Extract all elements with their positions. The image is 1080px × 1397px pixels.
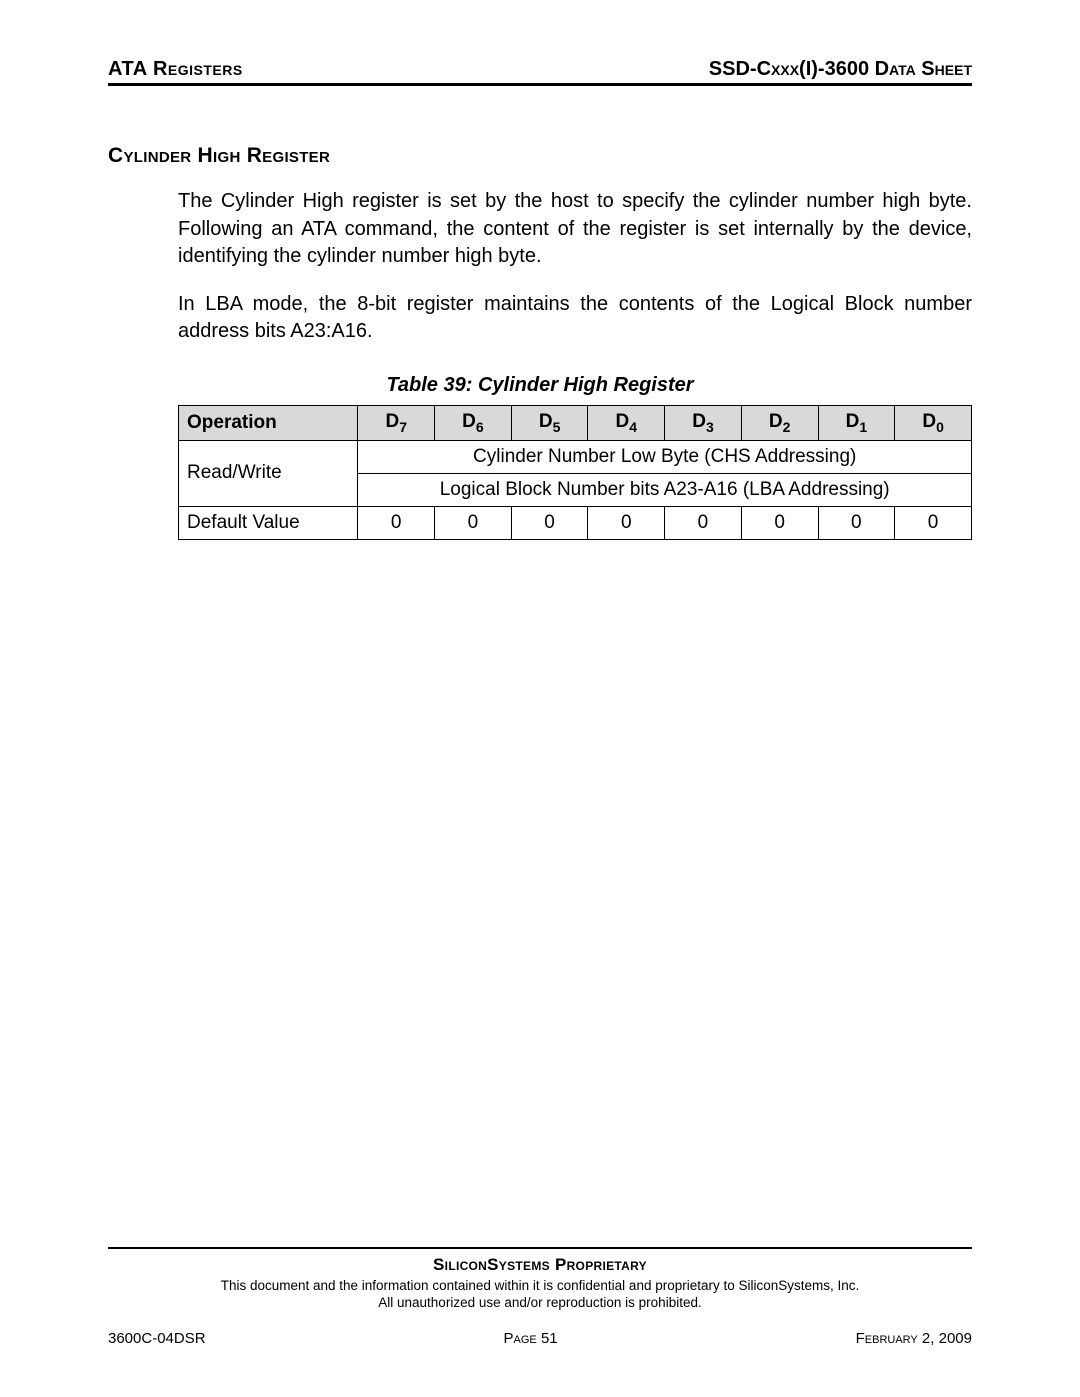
table-header-row: Operation D7 D6 D5 D4 D3 D2 D1 D0 (179, 405, 972, 440)
bit-sub-0: 0 (936, 419, 944, 435)
table-row: Read/Write Cylinder Number Low Byte (CHS… (179, 440, 972, 473)
cell-default-d5: 0 (511, 506, 588, 539)
page-footer: SiliconSystems Proprietary This document… (108, 1247, 972, 1347)
paragraph-2: In LBA mode, the 8-bit register maintain… (178, 291, 972, 346)
header-right-suffix: (I)-3600 Data Sheet (799, 58, 972, 80)
col-d1: D1 (818, 405, 895, 440)
bit-sub-4: 4 (629, 419, 637, 435)
col-d4: D4 (588, 405, 665, 440)
footer-confidential-1: This document and the information contai… (108, 1277, 972, 1295)
footer-page: Page 51 (504, 1330, 558, 1347)
footer-row: 3600C-04DSR Page 51 February 2, 2009 (108, 1330, 972, 1347)
table-row: Default Value 0 0 0 0 0 0 0 0 (179, 506, 972, 539)
footer-date-rest: 2, 2009 (918, 1330, 972, 1347)
footer-date-month: February (856, 1330, 918, 1347)
paragraph-1: The Cylinder High register is set by the… (178, 188, 972, 271)
col-operation: Operation (179, 405, 358, 440)
cell-default-d4: 0 (588, 506, 665, 539)
cell-default-d2: 0 (741, 506, 818, 539)
bit-sub-2: 2 (783, 419, 791, 435)
cell-default-d7: 0 (358, 506, 435, 539)
footer-page-num: 51 (541, 1330, 558, 1347)
cell-default-d3: 0 (665, 506, 742, 539)
footer-rule (108, 1247, 972, 1249)
header-right-mid: xxx (771, 58, 799, 80)
section-title: Cylinder High Register (108, 144, 972, 168)
footer-page-label: Page (504, 1330, 537, 1347)
col-d6: D6 (435, 405, 512, 440)
bit-sub-3: 3 (706, 419, 714, 435)
col-d5: D5 (511, 405, 588, 440)
bit-sub-6: 6 (476, 419, 484, 435)
bit-sub-1: 1 (859, 419, 867, 435)
col-d0: D0 (895, 405, 972, 440)
header-right: SSD-Cxxx(I)-3600 Data Sheet (709, 58, 972, 81)
page-header: ATA Registers SSD-Cxxx(I)-3600 Data Shee… (108, 58, 972, 86)
cell-default-d1: 0 (818, 506, 895, 539)
cell-default-label: Default Value (179, 506, 358, 539)
header-right-prefix: SSD-C (709, 58, 771, 80)
cell-rw-line1: Cylinder Number Low Byte (CHS Addressing… (358, 440, 972, 473)
footer-doc-id: 3600C-04DSR (108, 1330, 206, 1347)
footer-proprietary: SiliconSystems Proprietary (108, 1255, 972, 1275)
cell-default-d6: 0 (435, 506, 512, 539)
page: ATA Registers SSD-Cxxx(I)-3600 Data Shee… (0, 0, 1080, 1397)
col-d2: D2 (741, 405, 818, 440)
bit-sub-7: 7 (399, 419, 407, 435)
col-d7: D7 (358, 405, 435, 440)
footer-confidential-2: All unauthorized use and/or reproduction… (108, 1294, 972, 1312)
cell-readwrite-label: Read/Write (179, 440, 358, 506)
table-caption: Table 39: Cylinder High Register (108, 374, 972, 397)
col-d3: D3 (665, 405, 742, 440)
register-table: Operation D7 D6 D5 D4 D3 D2 D1 D0 Read/W… (178, 405, 972, 540)
cell-default-d0: 0 (895, 506, 972, 539)
header-left: ATA Registers (108, 58, 243, 81)
footer-date: February 2, 2009 (856, 1330, 972, 1347)
bit-sub-5: 5 (553, 419, 561, 435)
cell-rw-line2: Logical Block Number bits A23-A16 (LBA A… (358, 473, 972, 506)
